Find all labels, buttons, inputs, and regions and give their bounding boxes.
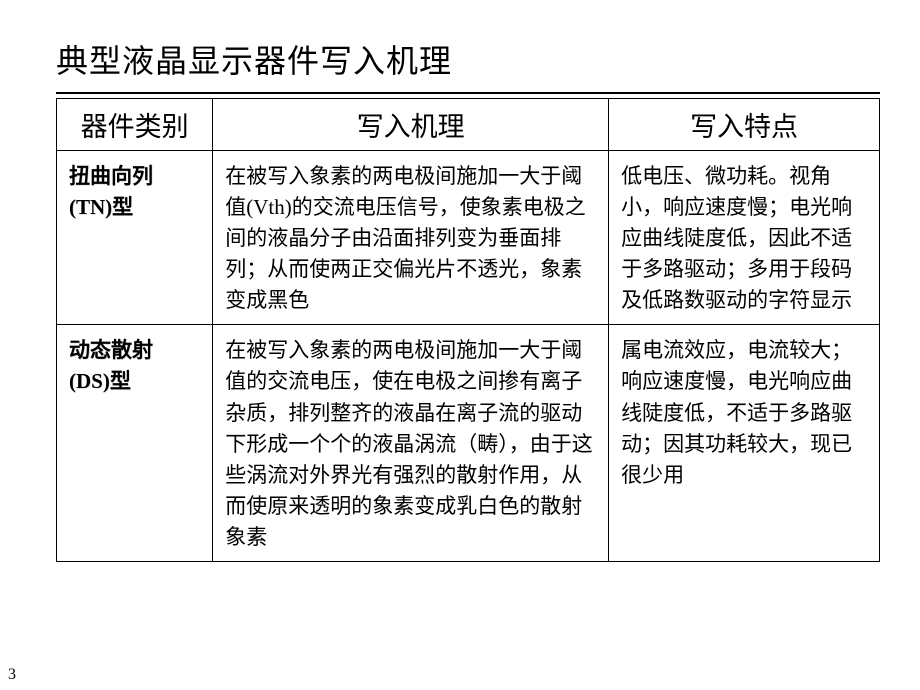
table-header-row: 器件类别 写入机理 写入特点: [57, 99, 880, 151]
type-name-line1: 扭曲向列: [69, 164, 153, 188]
cell-type-tn: 扭曲向列 (TN)型: [57, 151, 213, 325]
type-name-line2: (DS)型: [69, 369, 131, 393]
cell-type-ds: 动态散射 (DS)型: [57, 325, 213, 562]
slide-page: 典型液晶显示器件写入机理 器件类别 写入机理 写入特点 扭曲向列 (TN)型 在…: [0, 0, 920, 690]
title-rule: [56, 92, 880, 94]
cell-feature-tn: 低电压、微功耗。视角小，响应速度慢；电光响应曲线陡度低，因此不适于多路驱动；多用…: [609, 151, 880, 325]
page-number: 3: [8, 666, 16, 684]
table-row: 扭曲向列 (TN)型 在被写入象素的两电极间施加一大于阈值(Vth)的交流电压信…: [57, 151, 880, 325]
type-name-line2: (TN)型: [69, 195, 133, 219]
cell-feature-ds: 属电流效应，电流较大；响应速度慢，电光响应曲线陡度低，不适于多路驱动；因其功耗较…: [609, 325, 880, 562]
col-header-mechanism: 写入机理: [213, 99, 609, 151]
slide-title: 典型液晶显示器件写入机理: [56, 36, 880, 82]
col-header-feature: 写入特点: [609, 99, 880, 151]
cell-mechanism-tn: 在被写入象素的两电极间施加一大于阈值(Vth)的交流电压信号，使象素电极之间的液…: [213, 151, 609, 325]
table-row: 动态散射 (DS)型 在被写入象素的两电极间施加一大于阈值的交流电压，使在电极之…: [57, 325, 880, 562]
cell-mechanism-ds: 在被写入象素的两电极间施加一大于阈值的交流电压，使在电极之间掺有离子杂质，排列整…: [213, 325, 609, 562]
col-header-type: 器件类别: [57, 99, 213, 151]
lcd-characteristics-table: 器件类别 写入机理 写入特点 扭曲向列 (TN)型 在被写入象素的两电极间施加一…: [56, 98, 880, 562]
type-name-line1: 动态散射: [69, 338, 153, 362]
